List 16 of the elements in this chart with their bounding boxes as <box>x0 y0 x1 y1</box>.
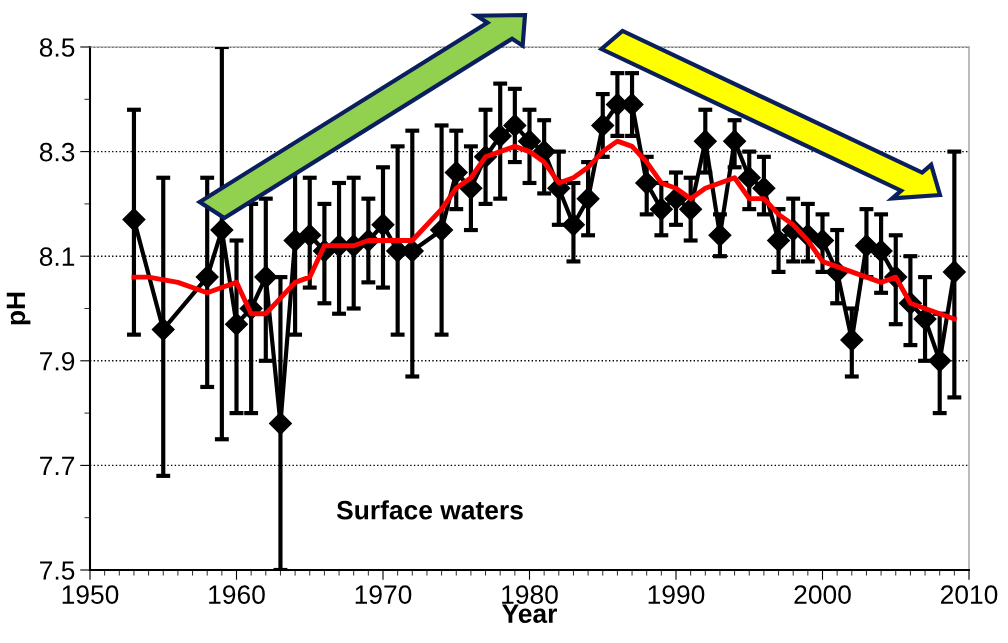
y-axis-title: pH <box>6 292 31 325</box>
y-tick-label: 7.7 <box>40 456 75 475</box>
x-tick-label: 1980 <box>502 585 558 604</box>
y-tick-label: 7.5 <box>40 561 75 580</box>
x-tick-label: 2010 <box>940 585 998 604</box>
y-tick-label: 8.3 <box>39 142 75 162</box>
x-tick-label: 1970 <box>355 585 412 604</box>
annotation: Surface waters <box>336 500 523 520</box>
x-tick-label: 1960 <box>209 585 265 604</box>
x-tick-label: 2000 <box>794 585 851 604</box>
y-tick-label: 7.9 <box>40 351 75 371</box>
x-tick-label: 1950 <box>62 585 119 604</box>
y-tick-label: 8.5 <box>39 38 75 57</box>
y-tick-label: 8.1 <box>39 247 75 267</box>
x-axis-title: Year <box>502 604 557 624</box>
x-tick-label: 1990 <box>648 585 705 604</box>
